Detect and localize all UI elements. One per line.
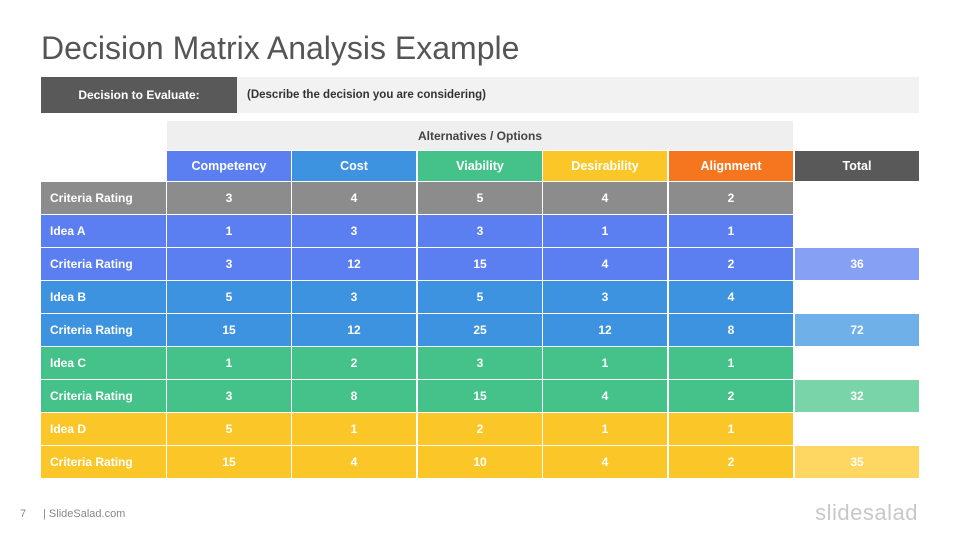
table-cell: 1 [669,413,793,445]
table-cell: 3 [292,281,416,313]
table-cell: 2 [669,248,793,280]
table-cell: 12 [543,314,667,346]
table-cell: 3 [167,380,291,412]
table-cell: 4 [543,380,667,412]
table-cell: 4 [543,182,667,214]
table-cell: 1 [543,215,667,247]
table-cell: 2 [292,347,416,379]
row-label: Criteria Rating [41,380,166,412]
table-cell: 1 [167,215,291,247]
row-label: Idea D [41,413,166,445]
table-cell: 12 [292,248,416,280]
table-cell: 4 [292,446,416,478]
table-cell: 5 [418,281,542,313]
row-label: Idea B [41,281,166,313]
column-header-competency: Competency [167,151,291,181]
table-cell: 10 [418,446,542,478]
table-cell: 1 [669,347,793,379]
table-cell: 3 [543,281,667,313]
total-cell: 35 [795,446,919,478]
decision-bar: Decision to Evaluate: (Describe the deci… [41,77,919,113]
table-cell: 15 [418,248,542,280]
table-cell: 15 [167,446,291,478]
table-cell: 1 [167,347,291,379]
table-cell: 1 [543,413,667,445]
total-cell: 32 [795,380,919,412]
column-header-alignment: Alignment [669,151,793,181]
table-cell: 4 [669,281,793,313]
total-cell: 36 [795,248,919,280]
table-cell: 3 [167,182,291,214]
alternatives-header: Alternatives / Options [167,121,793,150]
table-cell: 4 [292,182,416,214]
table-cell: 2 [669,380,793,412]
table-cell: 3 [418,215,542,247]
table-cell: 5 [167,281,291,313]
table-cell: 25 [418,314,542,346]
table-cell: 3 [292,215,416,247]
table-cell: 15 [418,380,542,412]
table-cell: 1 [292,413,416,445]
slidesalad-logo: slidesalad [815,500,918,525]
table-cell: 4 [543,446,667,478]
row-label: Criteria Rating [41,182,166,214]
column-header-total: Total [795,151,919,181]
decision-label: Decision to Evaluate: [41,77,237,113]
total-cell: 72 [795,314,919,346]
table-cell: 2 [669,446,793,478]
column-header-cost: Cost [292,151,416,181]
table-cell: 3 [167,248,291,280]
table-cell: 2 [418,413,542,445]
table-cell: 4 [543,248,667,280]
column-header-desirability: Desirability [543,151,667,181]
table-cell: 12 [292,314,416,346]
table-cell: 3 [418,347,542,379]
column-header-viability: Viability [418,151,542,181]
table-cell: 15 [167,314,291,346]
table-cell: 2 [669,182,793,214]
footer-site: | SlideSalad.com [43,508,126,520]
page-number: 7 [20,508,27,520]
table-cell: 5 [167,413,291,445]
row-label: Idea C [41,347,166,379]
row-label: Criteria Rating [41,446,166,478]
table-cell: 1 [669,215,793,247]
table-cell: 5 [418,182,542,214]
decision-value[interactable]: (Describe the decision you are consideri… [237,77,919,113]
page-title: Decision Matrix Analysis Example [41,30,520,66]
table-cell: 8 [669,314,793,346]
row-label: Idea A [41,215,166,247]
table-cell: 8 [292,380,416,412]
row-label: Criteria Rating [41,314,166,346]
row-label: Criteria Rating [41,248,166,280]
table-cell: 1 [543,347,667,379]
